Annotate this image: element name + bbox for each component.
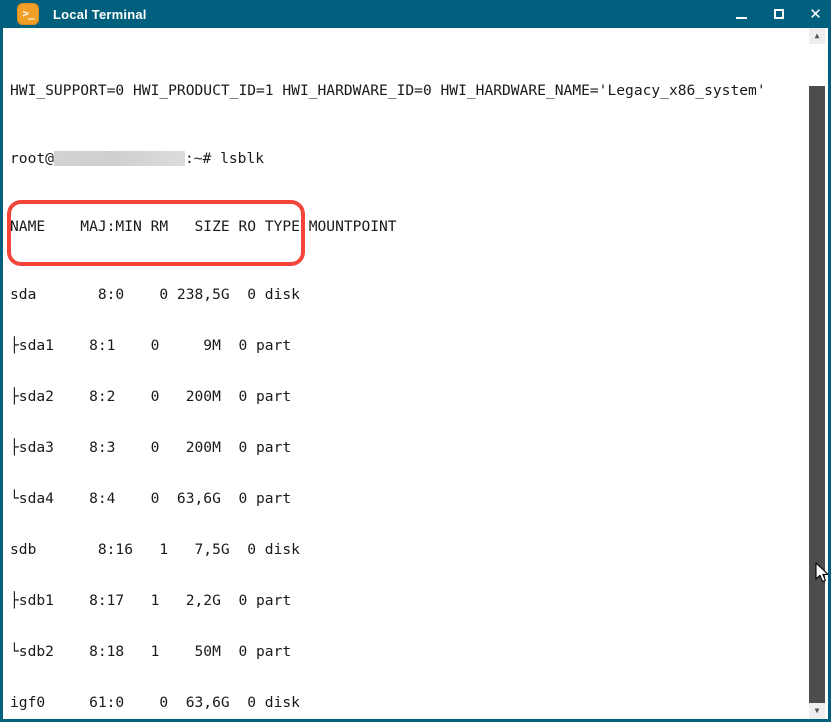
table-row-sdb2: └sdb2 8:18 1 50M 0 part [10,643,292,660]
scrollbar-track[interactable] [809,44,825,716]
chevron-down-icon: ▼ [814,706,820,715]
scroll-up-button[interactable]: ▲ [809,28,825,44]
redacted-hostname [53,151,185,166]
table-row-sda2: ├sda2 8:2 0 200M 0 part [10,388,292,405]
terminal-line: HWI_SUPPORT=0 HWI_PRODUCT_ID=1 HWI_HARDW… [10,82,766,99]
minimize-button[interactable] [723,0,760,28]
table-row-sdb: sdb 8:16 1 7,5G 0 disk [10,541,300,558]
maximize-icon [773,9,784,19]
prompt-prefix: root@ [10,150,54,167]
table-row-sdb1: ├sdb1 8:17 1 2,2G 0 part [10,592,292,609]
window-title: Local Terminal [53,6,147,22]
table-row-igf0: igf0 61:0 0 63,6G 0 disk [10,694,300,711]
scroll-down-button[interactable]: ▼ [809,703,825,719]
terminal-prompt-icon-glyph: >_ [22,7,34,20]
terminal-text: HWI_SUPPORT=0 HWI_PRODUCT_ID=1 HWI_HARDW… [10,31,766,719]
scrollbar-thumb[interactable] [809,86,825,716]
chevron-up-icon: ▲ [814,31,820,40]
table-row-sda4: └sda4 8:4 0 63,6G 0 part [10,490,292,507]
close-button[interactable]: ✕ [797,0,828,28]
close-icon: ✕ [809,5,822,23]
lsblk-header-row: NAME MAJ:MIN RM SIZE RO TYPE MOUNTPOINT [10,218,397,235]
terminal-prompt-icon: >_ [17,3,39,25]
terminal-output-area[interactable]: HWI_SUPPORT=0 HWI_PRODUCT_ID=1 HWI_HARDW… [3,28,828,719]
table-row-sda: sda 8:0 0 238,5G 0 disk [10,286,300,303]
window-controls: ✕ [723,0,828,28]
table-row-sda1: ├sda1 8:1 0 9M 0 part [10,337,292,354]
prompt-suffix: :~# lsblk [184,150,265,167]
window-titlebar[interactable]: >_ Local Terminal ✕ [3,0,828,28]
maximize-button[interactable] [760,0,797,28]
terminal-prompt-line: root@ :~# lsblk [10,150,766,167]
minimize-icon [736,16,747,19]
table-row-sda3: ├sda3 8:3 0 200M 0 part [10,439,292,456]
vertical-scrollbar[interactable]: ▲ ▼ [809,28,825,719]
